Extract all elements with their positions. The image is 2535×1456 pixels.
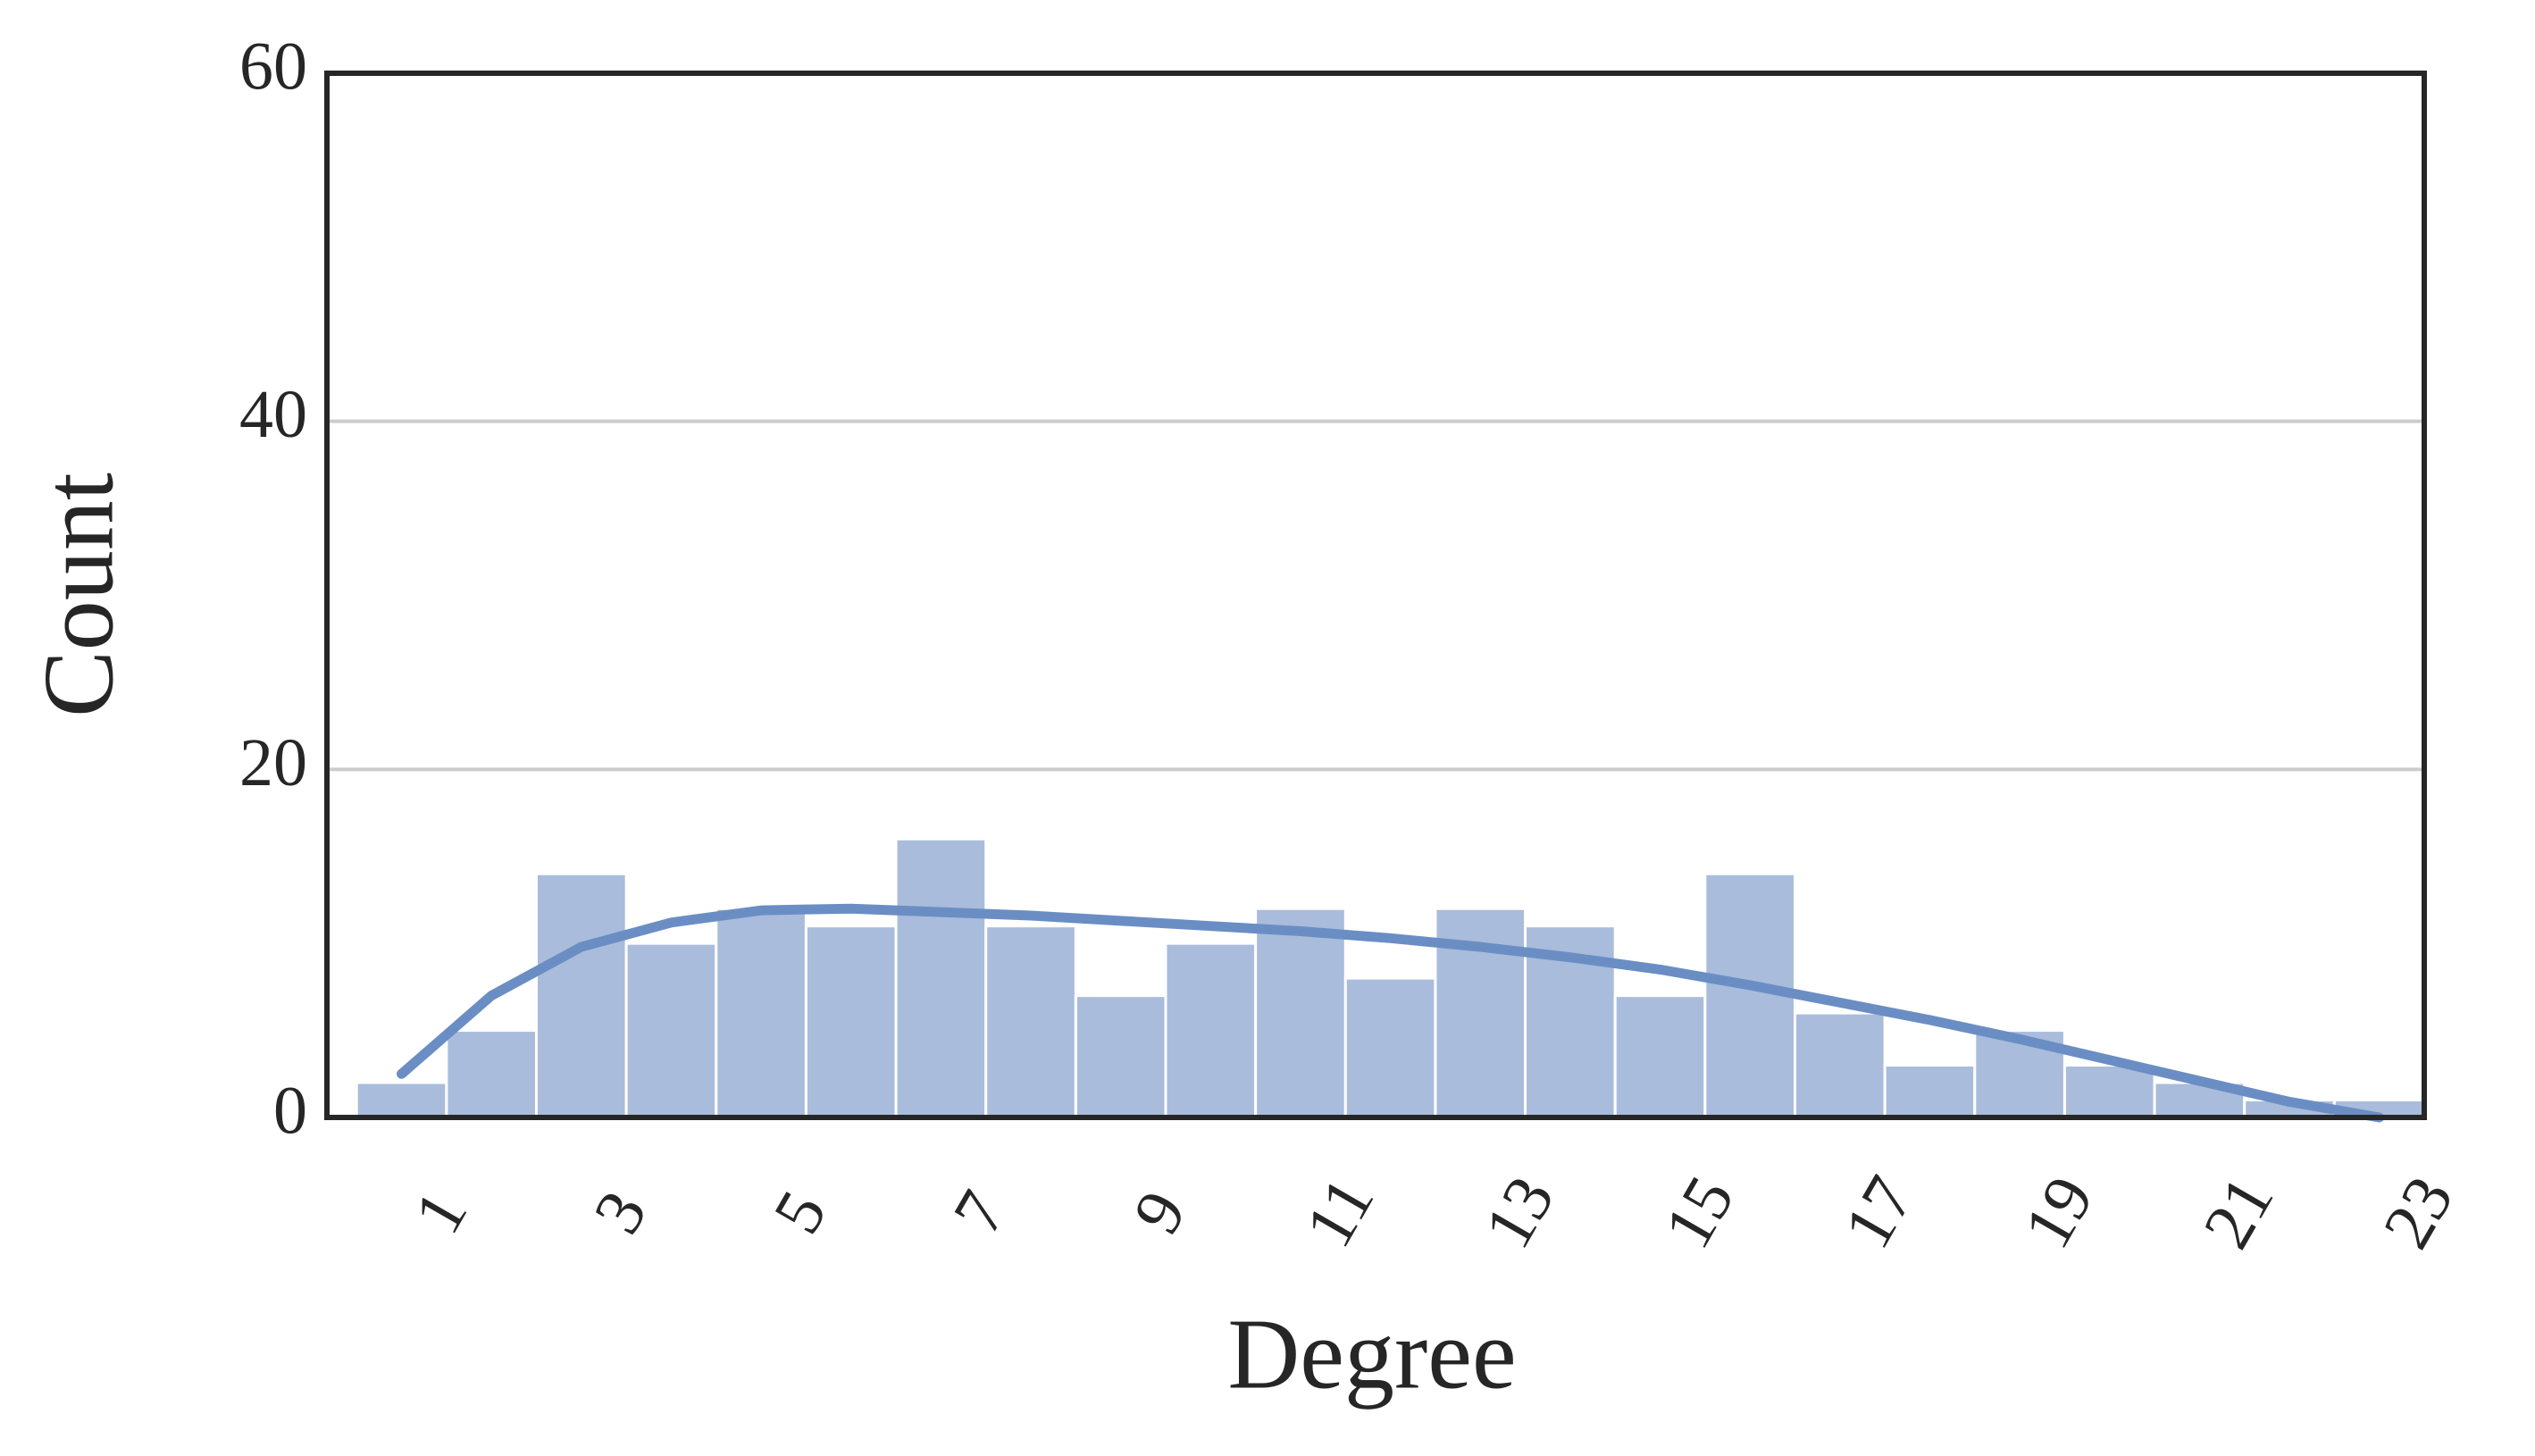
x-tick-label: 5 [759, 1179, 841, 1246]
bar [1074, 994, 1167, 1119]
y-axis-label: Count [24, 473, 135, 717]
bar [1343, 976, 1437, 1119]
bar [715, 907, 807, 1119]
plot-area [355, 837, 2426, 1123]
x-tick-label: 3 [580, 1179, 662, 1246]
kde-line [397, 903, 2385, 1123]
y-tick-label: 60 [239, 29, 307, 104]
x-tick-label: 13 [1470, 1164, 1569, 1260]
bar [1793, 1011, 1887, 1119]
bar [1883, 1064, 1977, 1119]
x-axis-label: Degree [1227, 1300, 1516, 1410]
x-tick-label: 7 [939, 1179, 1021, 1246]
bar [984, 925, 1077, 1119]
bar [1164, 941, 1258, 1119]
x-tick-label: 9 [1119, 1179, 1201, 1246]
bar [2062, 1064, 2156, 1119]
x-tick-label: 19 [2010, 1164, 2109, 1260]
x-tick-label: 17 [1829, 1164, 1928, 1260]
bar [445, 1029, 538, 1119]
x-tick-label: 21 [2189, 1164, 2288, 1260]
y-tick-label: 0 [273, 1073, 307, 1148]
y-tick-label: 20 [239, 725, 307, 800]
bar [355, 1081, 448, 1119]
bar [1254, 907, 1347, 1119]
axes-frame [324, 71, 2427, 1120]
x-tick-label: 23 [2369, 1164, 2468, 1260]
x-tick-label: 11 [1291, 1166, 1388, 1259]
bar [894, 837, 988, 1119]
bar [1613, 994, 1707, 1119]
x-tick-label: 15 [1650, 1164, 1749, 1260]
bar [624, 941, 718, 1119]
bar [804, 925, 898, 1119]
x-tick-label: 1 [399, 1179, 481, 1246]
bar [534, 872, 628, 1119]
y-tick-label: 40 [239, 377, 307, 452]
